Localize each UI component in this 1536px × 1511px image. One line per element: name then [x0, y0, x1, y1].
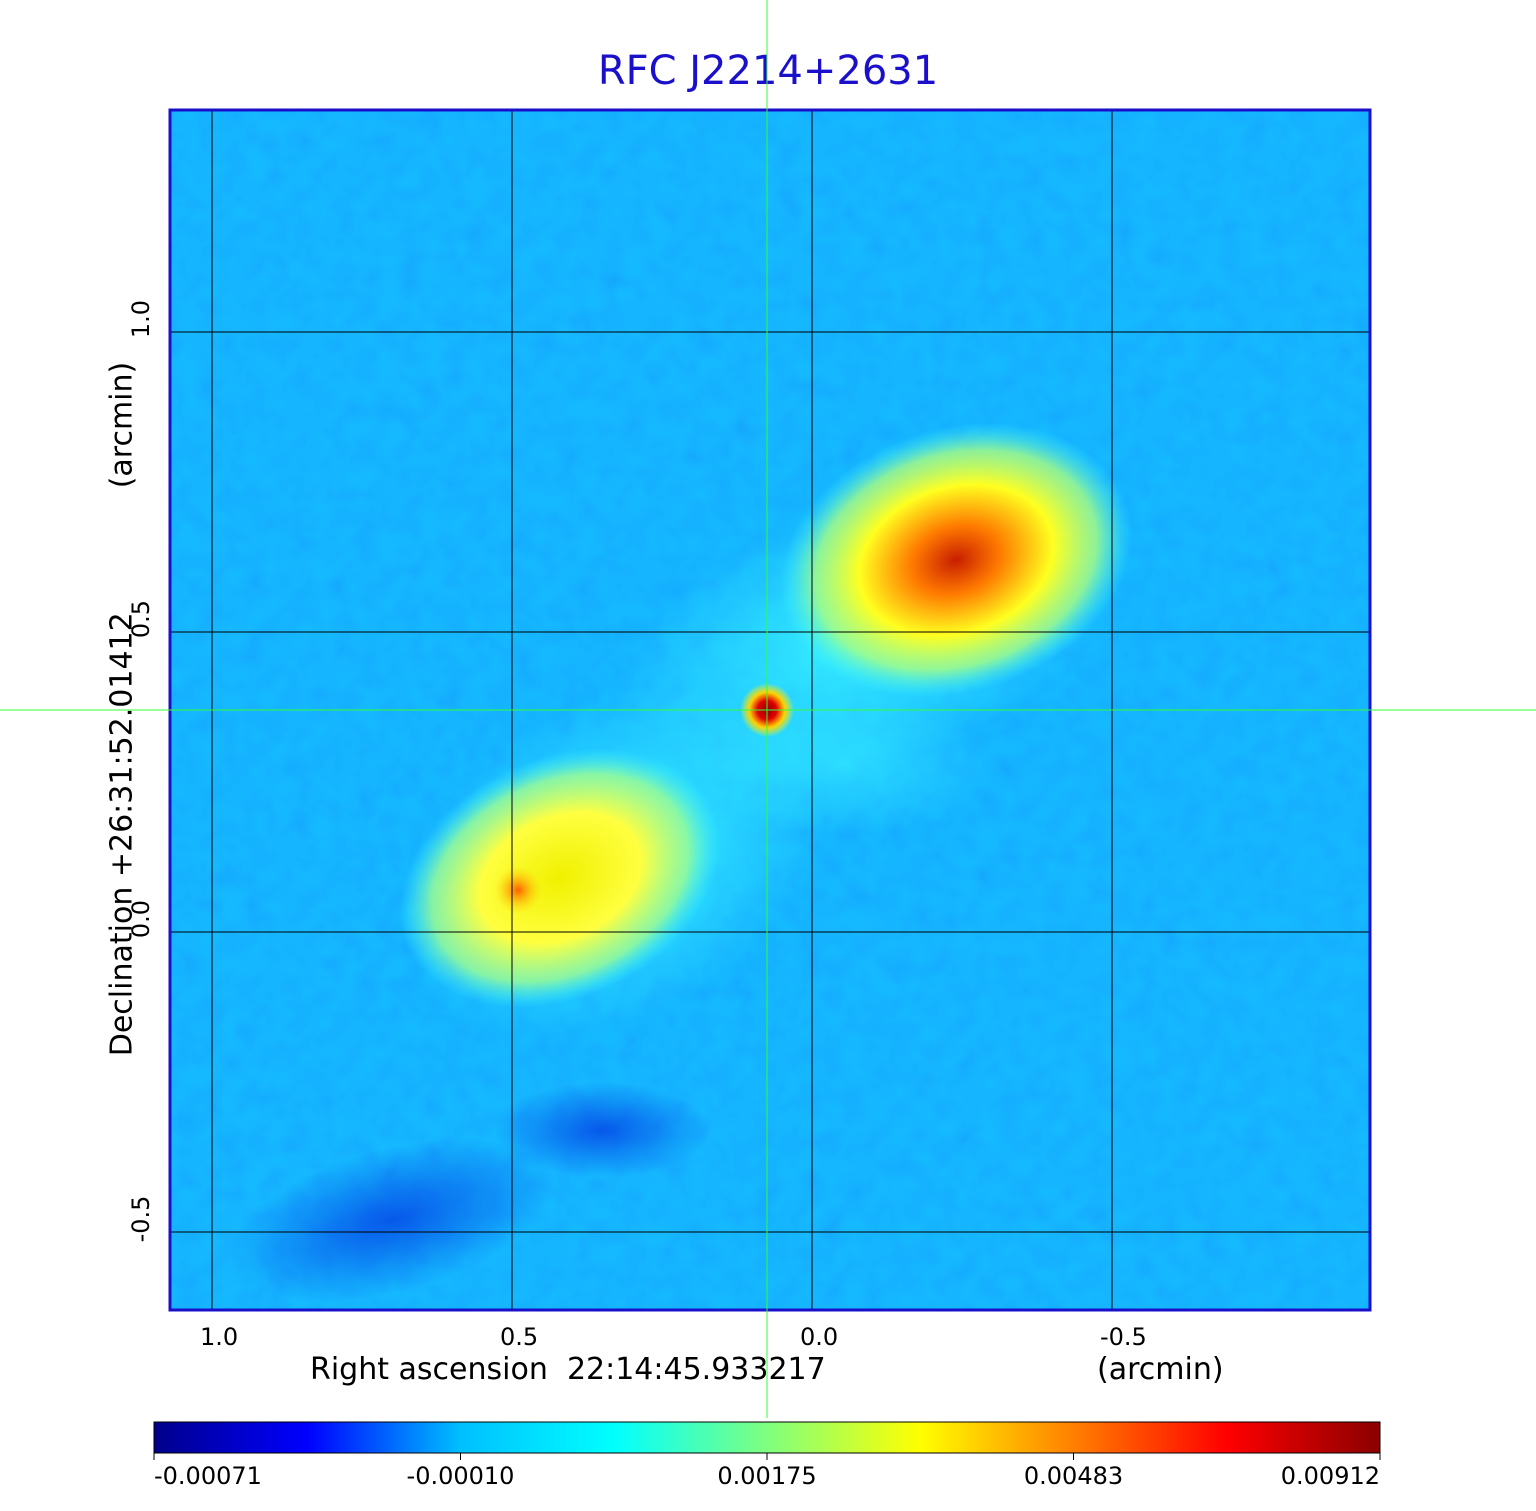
x-tick-label: 0.5: [500, 1323, 539, 1351]
y-axis-unit: (arcmin): [104, 361, 140, 489]
y-tick-label: -0.5: [127, 1195, 155, 1243]
colorbar: [153, 1421, 1381, 1454]
y-axis-name: Declination +26:31:52.01412: [104, 612, 140, 1057]
halo-east: [692, 692, 992, 836]
lobe-north: [780, 422, 1132, 698]
x-axis-ref-value: 22:14:45.933217: [566, 1352, 826, 1387]
dark-patch: [228, 1137, 556, 1303]
x-axis-label: Right ascension 22:14:45.933217: [310, 1352, 826, 1387]
y-axis-label: Declination +26:31:52.01412 (arcmin): [105, 362, 140, 1057]
chart-title: RFC J2214+2631: [597, 48, 939, 94]
x-tick-label: 1.0: [200, 1323, 239, 1351]
x-axis-unit: (arcmin): [1097, 1352, 1224, 1387]
hotspot: [494, 866, 542, 914]
x-axis-name: Right ascension: [310, 1352, 548, 1387]
lobe-south: [399, 748, 721, 1008]
colorbar-tick-label: 0.00175: [717, 1462, 817, 1490]
dark-patch: [494, 1082, 710, 1178]
heatmap-image: [170, 110, 1370, 1310]
colorbar-tick-label: 0.00912: [1280, 1462, 1380, 1490]
x-tick-label: -0.5: [1100, 1323, 1147, 1351]
colorbar-tick-label: -0.00071: [154, 1462, 262, 1490]
x-tick-label: 0.0: [800, 1323, 839, 1351]
y-tick-label: 1.0: [127, 299, 155, 339]
colorbar-tick-label: 0.00483: [1023, 1462, 1124, 1490]
colorbar-tick-label: -0.00010: [406, 1462, 515, 1490]
